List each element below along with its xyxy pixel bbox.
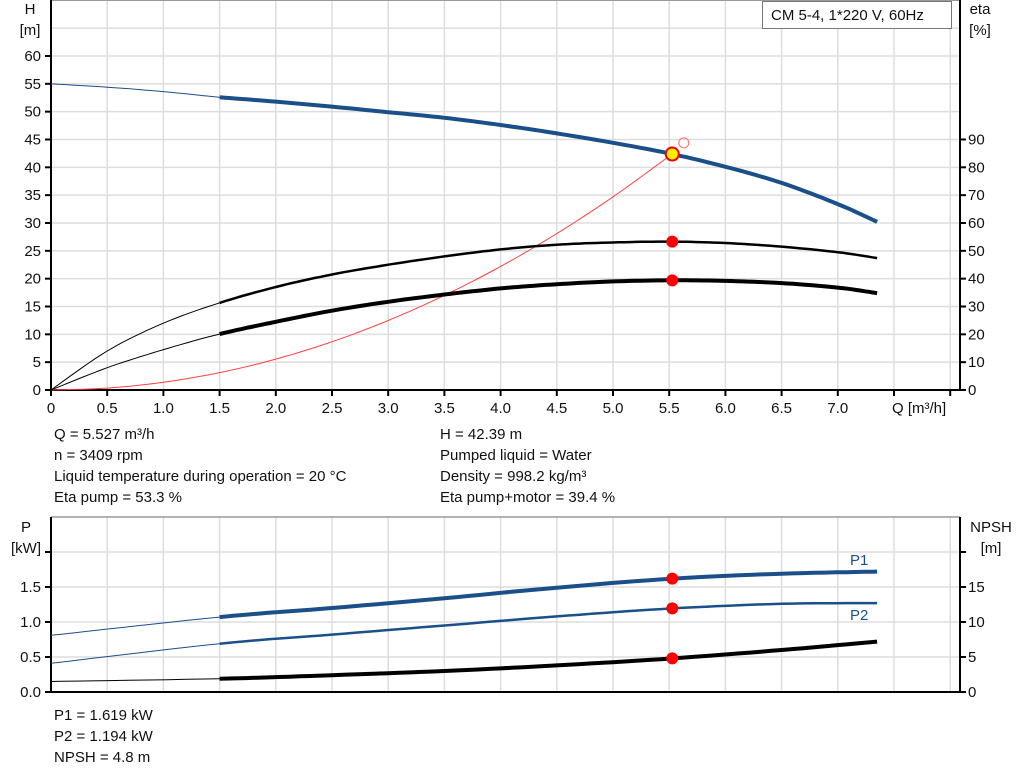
p-tick-label: 1.5 [20,579,41,596]
p-axis-unit: [kW] [11,540,41,557]
npsh-tick-label: 15 [968,579,985,596]
h-tick-label: 50 [24,104,41,121]
h-curve-extrapolated [50,83,220,98]
eta-tick-label: 40 [968,271,985,288]
eta-axis-unit: [%] [969,22,991,39]
info-liquid: Pumped liquid = Water [440,447,592,464]
info-p2: P2 = 1.194 kW [54,728,153,745]
q-tick-label: 5.5 [659,400,680,417]
info-eta-pump-motor: Eta pump+motor = 39.4 % [440,489,616,506]
info-left: Q = 5.527 m³/h n = 3409 rpm Liquid tempe… [54,424,346,508]
h-tick-label: 60 [24,48,41,65]
h-tick-label: 0 [33,382,41,399]
info-temp: Liquid temperature during operation = 20… [54,468,347,485]
info-npsh: NPSH = 4.8 m [54,749,151,766]
q-tick-label: 5.0 [603,400,624,417]
eta-pump-motor-curve-extrapolated [50,333,220,391]
info-h: H = 42.39 m [440,426,523,443]
info-speed: n = 3409 rpm [54,447,143,464]
p-axis-label: P [21,519,31,536]
q-tick-label: 2.0 [265,400,286,417]
npsh-duty-marker [666,652,679,665]
h-tick-label: 25 [24,243,41,260]
p2-duty-marker [666,602,679,615]
system-curve-extrapolated [50,153,673,391]
p2-series-label: P2 [850,607,868,624]
p-tick-label: 0.0 [20,684,41,701]
q-tick-label: 2.5 [322,400,343,417]
h-axis-label: H [25,1,36,18]
p1-duty-marker [666,572,679,585]
info-q: Q = 5.527 m³/h [54,426,155,443]
p1-curve [219,569,878,620]
requested-point-marker [678,137,690,149]
h-tick-label: 10 [24,326,41,343]
h-tick-label: 45 [24,131,41,148]
q-tick-label: 1.5 [209,400,230,417]
h-curve [219,95,878,224]
npsh-curve [219,639,878,681]
eta-tick-label: 70 [968,187,985,204]
q-tick-label: 3.5 [434,400,455,417]
p1-curve-extrapolated [50,616,220,636]
h-tick-label: 5 [33,354,41,371]
eta-tick-label: 90 [968,131,985,148]
h-tick-label: 30 [24,215,41,232]
eta-tick-label: 80 [968,159,985,176]
p2-curve [219,601,878,645]
eta-tick-label: 50 [968,243,985,260]
info-right: H = 42.39 m Pumped liquid = Water Densit… [440,424,615,508]
eta-axis-label: eta [970,1,992,18]
q-tick-label: 6.0 [715,400,736,417]
p2-curve-extrapolated [50,643,220,664]
eta-tick-label: 20 [968,326,985,343]
npsh-tick-label: 10 [968,614,985,631]
npsh-tick-label: 0 [968,684,976,701]
h-tick-label: 40 [24,159,41,176]
q-tick-label: 7.0 [827,400,848,417]
q-tick-label: 4.5 [546,400,567,417]
h-tick-label: 15 [24,298,41,315]
q-tick-label: 1.0 [153,400,174,417]
info-bottom: P1 = 1.619 kW P2 = 1.194 kW NPSH = 4.8 m [54,705,153,768]
eta-tick-label: 30 [968,298,985,315]
q-axis-label: Q [m³/h] [892,400,946,417]
npsh-curve-extrapolated [50,678,220,682]
h-tick-label: 20 [24,271,41,288]
p-tick-label: 0.5 [20,649,41,666]
q-tick-label: 6.5 [771,400,792,417]
eta-pump-curve-extrapolated [50,302,220,391]
h-tick-label: 55 [24,76,41,93]
eta-tick-label: 0 [968,382,976,399]
eta-pump-motor-duty-marker [666,274,679,287]
q-tick-label: 3.0 [378,400,399,417]
npsh-axis-label: NPSH [970,519,1012,536]
p1-series-label: P1 [850,552,868,569]
eta-tick-label: 10 [968,354,985,371]
h-axis-unit: [m] [20,22,41,39]
eta-pump-curve [219,240,878,305]
info-p1: P1 = 1.619 kW [54,707,153,724]
eta-tick-label: 60 [968,215,985,232]
duty-point-marker [664,146,680,162]
eta-pump-duty-marker [666,235,679,248]
q-tick-label: 4.0 [490,400,511,417]
eta-pump-motor-curve [219,278,878,337]
p-tick-label: 1.0 [20,614,41,631]
info-density: Density = 998.2 kg/m³ [440,468,587,485]
pump-title-box: CM 5-4, 1*220 V, 60Hz [762,1,952,29]
q-tick-label: 0 [47,400,55,417]
q-tick-label: 0.5 [97,400,118,417]
h-tick-label: 35 [24,187,41,204]
info-eta-pump: Eta pump = 53.3 % [54,489,182,506]
npsh-axis-unit: [m] [981,540,1002,557]
npsh-tick-label: 5 [968,649,976,666]
